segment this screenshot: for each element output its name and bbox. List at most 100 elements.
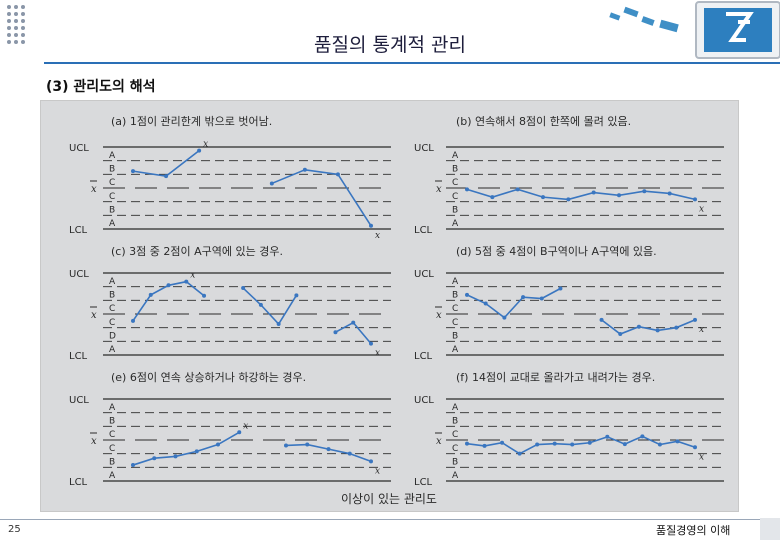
data-point	[335, 172, 340, 177]
data-point	[465, 292, 469, 297]
data-point	[237, 430, 242, 435]
zone-letter: A	[452, 151, 459, 161]
data-point	[184, 279, 189, 284]
data-series-line	[132, 431, 240, 466]
zone-letter: A	[109, 471, 116, 481]
ucl-label: UCL	[414, 143, 434, 154]
ucl-label: UCL	[69, 269, 89, 280]
footer-divider	[0, 519, 780, 520]
data-point	[674, 325, 679, 330]
zone-letter: B	[452, 332, 458, 342]
out-of-control-mark: x	[375, 349, 380, 359]
zone-letter: C	[109, 444, 115, 454]
data-point	[294, 293, 299, 298]
data-point	[305, 442, 310, 447]
lcl-label: LCL	[414, 477, 433, 488]
panel-label: (b) 연속해서 8점이 한쪽에 몰려 있음.	[456, 114, 631, 128]
data-point	[591, 190, 596, 195]
data-point	[131, 463, 135, 468]
zone-letter: C	[452, 192, 458, 202]
out-of-control-mark: x	[243, 421, 248, 431]
zone-letter: B	[452, 458, 458, 468]
data-point	[369, 341, 373, 346]
title-divider	[44, 62, 780, 64]
data-point	[216, 442, 220, 447]
out-of-control-mark: x	[699, 204, 704, 214]
data-point	[302, 167, 307, 172]
data-point	[693, 317, 697, 322]
panel-label: (a) 1점이 관리한계 밖으로 벗어남.	[111, 115, 272, 128]
zone-letter: C	[109, 178, 115, 188]
data-point	[173, 454, 178, 459]
out-of-control-mark: x	[375, 231, 380, 241]
data-point	[517, 451, 522, 456]
out-of-control-mark: x	[699, 452, 704, 462]
data-point	[566, 197, 571, 202]
figure-caption: 이상이 있는 관리도	[341, 492, 437, 506]
data-point	[500, 440, 505, 445]
zone-letter: B	[452, 206, 458, 216]
ucl-label: UCL	[414, 269, 434, 280]
zone-letter: A	[452, 219, 459, 229]
zone-letter: C	[109, 304, 115, 314]
data-point	[622, 442, 627, 447]
data-point	[369, 459, 373, 464]
center-line-label: x	[91, 184, 97, 195]
zone-letter: A	[452, 277, 459, 287]
monitor-illustration	[609, 1, 780, 59]
data-point	[570, 442, 575, 447]
panel-label: (f) 14점이 교대로 올라가고 내려가는 경우.	[456, 371, 655, 384]
data-point	[667, 191, 672, 196]
data-series-line	[335, 321, 372, 345]
data-point	[618, 332, 623, 337]
data-point	[194, 449, 199, 454]
data-point	[482, 443, 487, 448]
center-line-label: x	[91, 310, 97, 321]
footer-corner-decoration	[760, 518, 780, 540]
data-point	[657, 442, 662, 447]
zone-letter: C	[452, 444, 458, 454]
center-line-label: x	[91, 436, 97, 447]
out-of-control-mark: x	[190, 271, 195, 281]
data-point	[490, 195, 495, 200]
zone-letter: A	[452, 403, 459, 413]
data-point	[202, 293, 207, 298]
data-point	[166, 283, 171, 288]
zone-letter: B	[109, 165, 115, 175]
data-point	[521, 295, 526, 300]
data-point	[269, 181, 274, 186]
center-line-label: x	[436, 184, 442, 195]
data-point	[347, 451, 352, 456]
data-series-line	[466, 287, 561, 319]
zone-letter: A	[109, 277, 116, 287]
lcl-label: LCL	[414, 225, 433, 236]
data-point	[636, 324, 641, 329]
footer-title: 품질경영의 이해	[656, 524, 731, 537]
data-point	[552, 441, 557, 446]
data-point	[640, 434, 645, 439]
lcl-label: LCL	[69, 351, 88, 362]
panel-label: (c) 3점 중 2점이 A구역에 있는 경우.	[111, 245, 283, 258]
data-point	[465, 187, 469, 192]
zone-letter: B	[109, 291, 115, 301]
dot-grid-decoration	[7, 5, 25, 44]
data-point	[369, 223, 373, 228]
data-series-line	[271, 168, 372, 227]
data-point	[351, 320, 356, 325]
lcl-label: LCL	[69, 225, 88, 236]
data-point	[675, 439, 680, 444]
data-point	[197, 148, 202, 153]
data-point	[284, 443, 288, 448]
zone-letter: A	[109, 151, 116, 161]
zone-letter: C	[109, 430, 115, 440]
zone-letter: C	[452, 178, 458, 188]
control-chart-panels: (a) 1점이 관리한계 밖으로 벗어남.UCLxLCLABCCBAxx(b) …	[69, 114, 724, 506]
control-chart-panel: (d) 5점 중 4점이 B구역이나 A구역에 있음.UCLxLCLABCCBA…	[414, 245, 724, 362]
data-point	[164, 174, 169, 179]
zone-letter: B	[452, 165, 458, 175]
